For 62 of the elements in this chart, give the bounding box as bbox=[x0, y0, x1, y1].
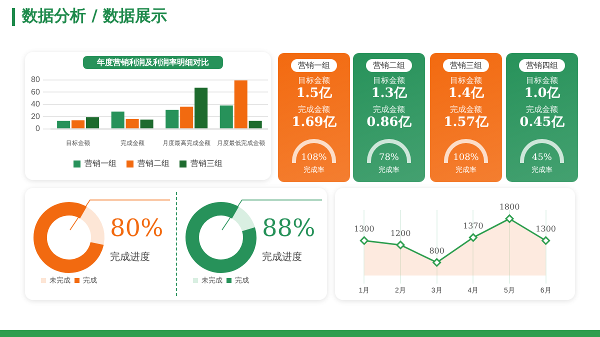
text: 完成进度 bbox=[110, 250, 150, 264]
bar bbox=[180, 106, 194, 128]
text: 目标金额 bbox=[372, 76, 406, 86]
text: 1.4亿 bbox=[447, 86, 485, 101]
point bbox=[468, 233, 478, 242]
legend-label: 营销三组 bbox=[190, 159, 222, 168]
text: 108% bbox=[300, 153, 328, 163]
point bbox=[360, 236, 368, 245]
point bbox=[396, 240, 405, 250]
y-tick-label: 0 bbox=[35, 124, 40, 134]
text: 完成金额 bbox=[525, 105, 559, 115]
data-label: 1200 bbox=[390, 228, 411, 238]
text: 1.5亿 bbox=[295, 86, 333, 101]
text: 1.69亿 bbox=[290, 115, 338, 130]
data-label: 1300 bbox=[536, 224, 556, 234]
bar bbox=[220, 106, 233, 128]
text: 营销一组 bbox=[291, 59, 337, 72]
text: 目标金额 bbox=[525, 76, 559, 86]
bar bbox=[126, 119, 139, 128]
data-label: 1800 bbox=[499, 202, 520, 212]
bar bbox=[86, 117, 100, 128]
text: 数据分析 / 数据展示 bbox=[22, 6, 167, 27]
y-tick-label: 20 bbox=[30, 112, 40, 121]
text: 78% bbox=[378, 153, 400, 163]
text: 88% bbox=[262, 214, 316, 242]
text: 108% bbox=[452, 153, 480, 163]
legend-label: 营销一组 bbox=[84, 159, 116, 168]
text: 完成金额 bbox=[449, 105, 483, 115]
text: 80% bbox=[110, 214, 164, 242]
y-tick-label: 60 bbox=[30, 87, 40, 96]
text: 完成金额 bbox=[372, 105, 406, 115]
text: 45% bbox=[530, 153, 553, 163]
text: 完成金额 bbox=[297, 105, 331, 115]
y-tick-label: 40 bbox=[30, 100, 40, 109]
y-tick-label: 80 bbox=[30, 75, 40, 84]
chart-title: 年度营销利润及利润率明细对比 bbox=[83, 56, 223, 69]
point bbox=[542, 236, 550, 245]
text: 0.86亿 bbox=[366, 115, 412, 130]
data-label: 800 bbox=[429, 246, 444, 256]
bar bbox=[140, 120, 154, 128]
text: 完成进度 bbox=[262, 250, 302, 264]
bar bbox=[72, 120, 85, 128]
point bbox=[505, 214, 514, 223]
bar bbox=[234, 80, 248, 128]
data-label: 1300 bbox=[354, 224, 374, 234]
bar bbox=[111, 112, 124, 128]
text: 营销二组 bbox=[366, 59, 412, 72]
bar bbox=[248, 120, 262, 128]
data-label: 1370 bbox=[462, 222, 484, 231]
text: 营销四组 bbox=[519, 59, 565, 72]
text: 1.0亿 bbox=[523, 86, 561, 101]
text: 目标金额 bbox=[297, 76, 331, 86]
bar bbox=[194, 88, 208, 128]
text: 1.57亿 bbox=[442, 115, 490, 130]
point bbox=[432, 258, 442, 267]
text: 营销三组 bbox=[443, 59, 489, 72]
text: 0.45亿 bbox=[518, 115, 566, 130]
legend-label: 营销二组 bbox=[138, 159, 170, 168]
text: 1.3亿 bbox=[370, 86, 408, 101]
text: 目标金额 bbox=[449, 76, 483, 86]
bar bbox=[166, 110, 179, 128]
bar bbox=[57, 120, 70, 128]
